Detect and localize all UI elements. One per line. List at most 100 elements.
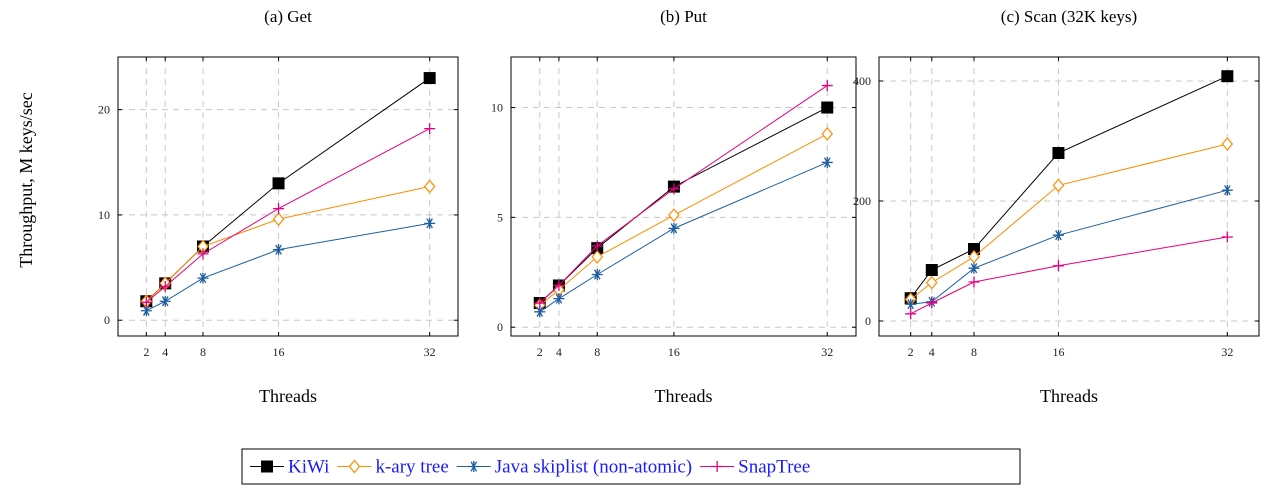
chart-title: (c) Scan (32K keys) <box>1001 7 1137 26</box>
x-tick-label: 32 <box>821 345 833 359</box>
y-tick-label: 0 <box>104 313 110 327</box>
data-point <box>1221 70 1234 83</box>
x-tick-label: 4 <box>162 345 168 359</box>
series-java-skiplist-non-atomic- <box>905 184 1233 310</box>
x-tick-label: 2 <box>908 345 914 359</box>
legend-entry: KiWi <box>250 457 329 478</box>
data-point <box>1221 184 1233 196</box>
x-axis-label: Threads <box>1040 386 1098 406</box>
data-point <box>668 222 680 234</box>
data-point <box>423 179 436 194</box>
legend-marker <box>348 459 361 474</box>
plot-frame <box>510 56 857 337</box>
series-line <box>145 77 430 302</box>
x-axis-label: Threads <box>655 386 713 406</box>
series-kiwi <box>533 101 834 310</box>
legend-entry: k-ary tree <box>337 457 449 478</box>
x-tick-label: 4 <box>556 345 562 359</box>
series-line <box>539 133 828 306</box>
series-line <box>910 143 1228 300</box>
series-line <box>910 236 1228 315</box>
legend-label: Java skiplist (non-atomic) <box>495 457 692 478</box>
data-point <box>591 249 604 264</box>
data-point <box>591 268 603 280</box>
series-kiwi <box>140 72 436 308</box>
y-tick-label: 20 <box>98 103 110 117</box>
x-tick-label: 2 <box>537 345 543 359</box>
data-point <box>668 183 680 195</box>
data-point <box>424 123 436 135</box>
chart-panel-3: 2 4 8 16 32 0 200 400 (c) Scan (32K keys) Threads <box>853 7 1260 406</box>
legend-label: k-ary tree <box>375 457 448 478</box>
series-snaptree <box>905 231 1233 320</box>
chart-title: (a) Get <box>264 7 312 26</box>
data-point <box>591 240 603 252</box>
chart-title: (b) Put <box>660 7 707 26</box>
data-point <box>534 306 546 318</box>
data-point <box>905 308 917 320</box>
data-point <box>140 296 152 308</box>
data-point <box>197 248 209 260</box>
data-point <box>821 126 834 141</box>
data-point <box>140 305 152 317</box>
series-snaptree <box>534 80 833 309</box>
series-line <box>910 75 1228 299</box>
x-tick-label: 32 <box>1221 345 1233 359</box>
legend-entry: SnapTree <box>700 457 810 478</box>
data-point <box>925 264 938 276</box>
y-tick-label: 200 <box>853 194 871 208</box>
data-point <box>1221 137 1234 151</box>
y-tick-label: 5 <box>497 210 503 224</box>
data-point <box>197 272 209 284</box>
x-tick-label: 8 <box>594 345 600 359</box>
series-java-skiplist-non-atomic- <box>534 156 833 318</box>
data-point <box>273 244 285 256</box>
legend-box <box>241 448 1021 485</box>
x-tick-label: 32 <box>424 345 436 359</box>
series-line <box>539 161 828 313</box>
series-line <box>910 189 1228 305</box>
data-point <box>925 275 938 290</box>
data-point <box>1052 178 1065 193</box>
series-snaptree <box>140 123 436 308</box>
data-point <box>668 208 680 223</box>
data-point <box>553 293 565 305</box>
y-tick-label: 400 <box>853 74 871 88</box>
y-tick-label: 10 <box>491 101 503 115</box>
data-point <box>159 281 171 293</box>
y-tick-label: 0 <box>497 320 503 334</box>
data-point <box>905 298 917 310</box>
data-point <box>272 177 285 190</box>
data-point <box>1052 260 1064 272</box>
series-line <box>539 85 828 304</box>
x-tick-label: 16 <box>273 345 285 359</box>
data-point <box>424 217 436 229</box>
x-tick-label: 16 <box>1052 345 1064 359</box>
data-point <box>1221 231 1233 243</box>
x-axis-label: Threads <box>259 386 317 406</box>
series-k-ary-tree <box>904 137 1234 307</box>
data-point <box>423 72 436 85</box>
x-tick-label: 8 <box>971 345 977 359</box>
series-k-ary-tree <box>140 179 436 309</box>
x-tick-label: 16 <box>668 345 680 359</box>
data-point <box>534 297 546 309</box>
x-tick-label: 4 <box>929 345 935 359</box>
legend-label: SnapTree <box>738 457 810 478</box>
data-point <box>273 203 285 215</box>
y-axis-label: Throughput, M keys/sec <box>16 92 36 267</box>
data-point <box>553 279 565 291</box>
data-point <box>926 297 938 309</box>
series-k-ary-tree <box>533 126 834 313</box>
data-point <box>272 212 285 227</box>
chart-panel-1: 2 4 8 16 32 0 10 20 (a) Get Threads <box>98 7 459 406</box>
series-java-skiplist-non-atomic- <box>140 217 436 317</box>
data-point <box>968 262 980 274</box>
y-tick-label: 0 <box>865 314 871 328</box>
plot-frame <box>117 56 459 337</box>
chart-panel-2: 2 4 8 16 32 0 5 10 (b) Put Threads <box>491 7 857 406</box>
legend-marker <box>711 461 723 472</box>
data-point <box>1052 229 1064 241</box>
plot-frame <box>878 56 1260 337</box>
